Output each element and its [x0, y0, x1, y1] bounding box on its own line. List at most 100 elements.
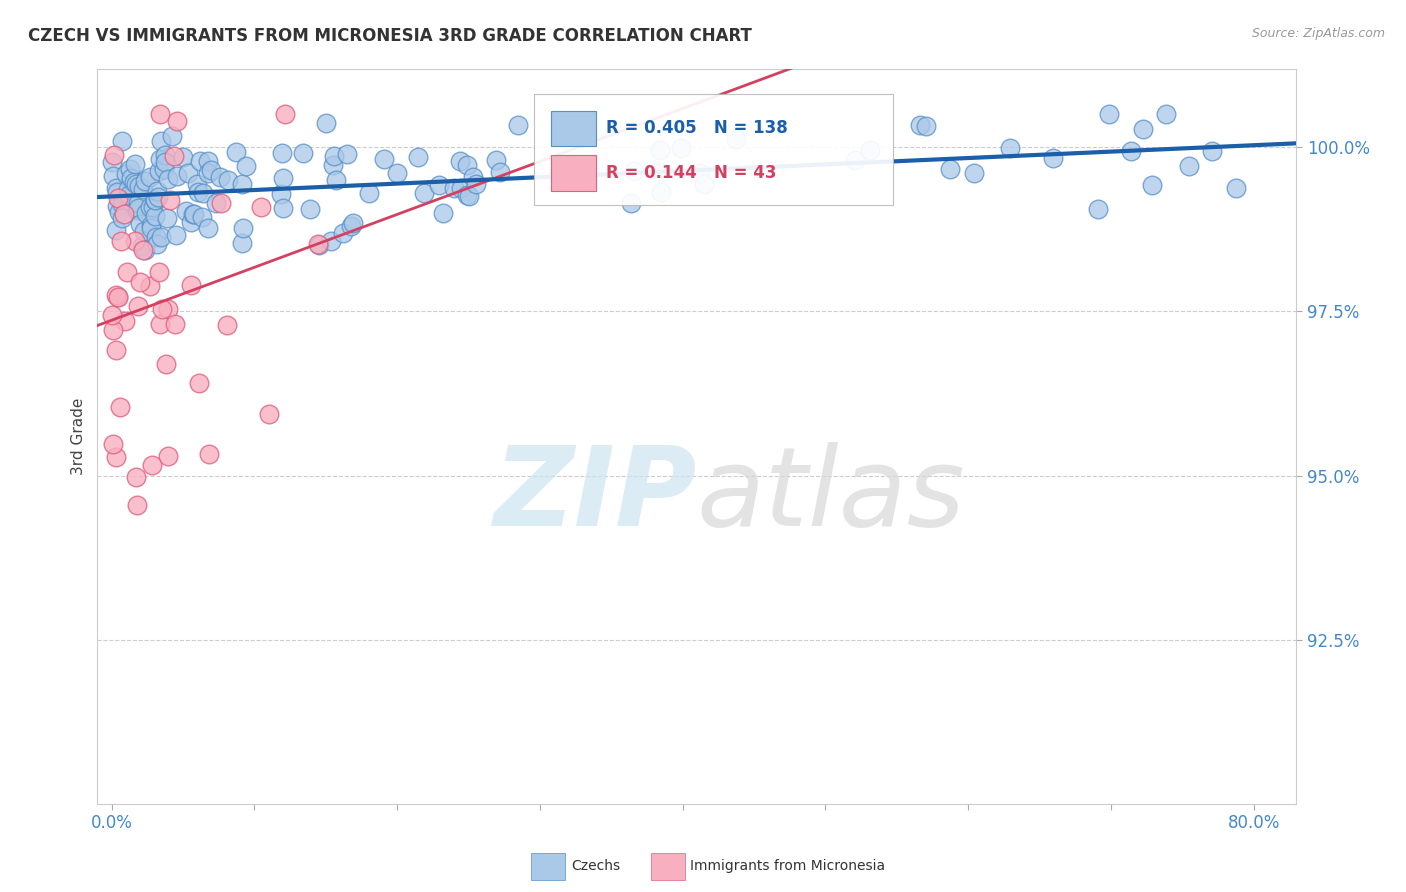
Point: [104, 288, 127, 302]
Point: [844, 153, 866, 167]
Point: [127, 498, 149, 512]
Point: [105, 180, 128, 194]
Point: [150, 301, 173, 316]
Point: [308, 238, 330, 252]
Point: [127, 299, 149, 313]
Point: [449, 154, 471, 169]
Point: [128, 178, 150, 193]
Point: [1178, 159, 1201, 173]
Point: [270, 145, 292, 160]
Point: [180, 278, 202, 293]
Point: [484, 153, 506, 167]
Point: [125, 177, 148, 191]
Point: [107, 205, 129, 219]
Point: [148, 163, 170, 178]
Point: [648, 144, 671, 158]
Point: [132, 243, 155, 257]
Point: [332, 227, 354, 241]
Point: [336, 146, 359, 161]
Point: [101, 437, 124, 451]
Point: [163, 149, 186, 163]
Point: [139, 218, 162, 232]
Point: [156, 302, 179, 317]
Point: [146, 237, 169, 252]
Point: [209, 196, 232, 211]
Point: [145, 193, 167, 207]
Point: [104, 343, 127, 357]
Point: [1225, 181, 1247, 195]
Point: [153, 148, 176, 162]
Point: [270, 186, 292, 201]
Point: [291, 146, 314, 161]
Point: [257, 408, 280, 422]
Point: [1140, 178, 1163, 192]
Text: R = 0.144   N = 43: R = 0.144 N = 43: [606, 164, 776, 182]
Point: [107, 191, 129, 205]
Point: [166, 114, 188, 128]
Point: [432, 206, 454, 220]
Point: [112, 207, 135, 221]
Point: [250, 200, 273, 214]
Point: [568, 174, 591, 188]
Point: [373, 152, 395, 166]
Point: [122, 175, 145, 189]
Point: [188, 154, 211, 169]
Point: [149, 152, 172, 166]
Point: [217, 318, 239, 333]
Point: [156, 449, 179, 463]
Point: [153, 155, 176, 169]
Point: [193, 186, 215, 201]
Point: [155, 358, 177, 372]
Point: [939, 161, 962, 176]
Point: [108, 400, 131, 414]
Point: [166, 169, 188, 184]
Point: [908, 118, 931, 132]
Point: [111, 134, 134, 148]
Point: [127, 201, 149, 215]
Point: [235, 159, 257, 173]
Point: [143, 193, 166, 207]
Point: [1098, 107, 1121, 121]
Point: [197, 221, 219, 235]
Point: [1000, 141, 1022, 155]
Point: [159, 193, 181, 207]
Point: [1132, 121, 1154, 136]
Point: [689, 166, 711, 180]
Point: [149, 318, 172, 332]
Point: [553, 174, 575, 188]
Point: [385, 165, 408, 179]
Point: [307, 236, 329, 251]
Point: [105, 186, 128, 200]
Point: [134, 224, 156, 238]
Point: [271, 171, 294, 186]
Point: [114, 314, 136, 328]
Point: [107, 290, 129, 304]
Point: [100, 155, 122, 169]
Point: [271, 202, 294, 216]
Point: [186, 177, 208, 191]
Point: [141, 221, 163, 235]
Point: [1042, 151, 1064, 165]
Text: ZIP: ZIP: [494, 442, 697, 549]
Point: [110, 234, 132, 248]
Point: [465, 177, 488, 191]
Point: [157, 171, 180, 186]
Text: Czechs: Czechs: [571, 859, 620, 873]
Point: [456, 188, 478, 202]
Point: [1121, 144, 1143, 158]
Point: [146, 190, 169, 204]
Point: [111, 197, 134, 211]
Text: Immigrants from Micronesia: Immigrants from Micronesia: [690, 859, 886, 873]
Point: [197, 166, 219, 180]
Point: [186, 186, 208, 200]
Point: [135, 206, 157, 220]
Text: R = 0.405   N = 138: R = 0.405 N = 138: [606, 120, 787, 137]
Text: CZECH VS IMMIGRANTS FROM MICRONESIA 3RD GRADE CORRELATION CHART: CZECH VS IMMIGRANTS FROM MICRONESIA 3RD …: [28, 27, 752, 45]
Point: [103, 169, 125, 184]
Point: [174, 203, 197, 218]
Point: [125, 470, 148, 484]
Point: [232, 221, 254, 235]
Point: [124, 234, 146, 248]
Point: [177, 166, 200, 180]
Point: [231, 178, 253, 192]
